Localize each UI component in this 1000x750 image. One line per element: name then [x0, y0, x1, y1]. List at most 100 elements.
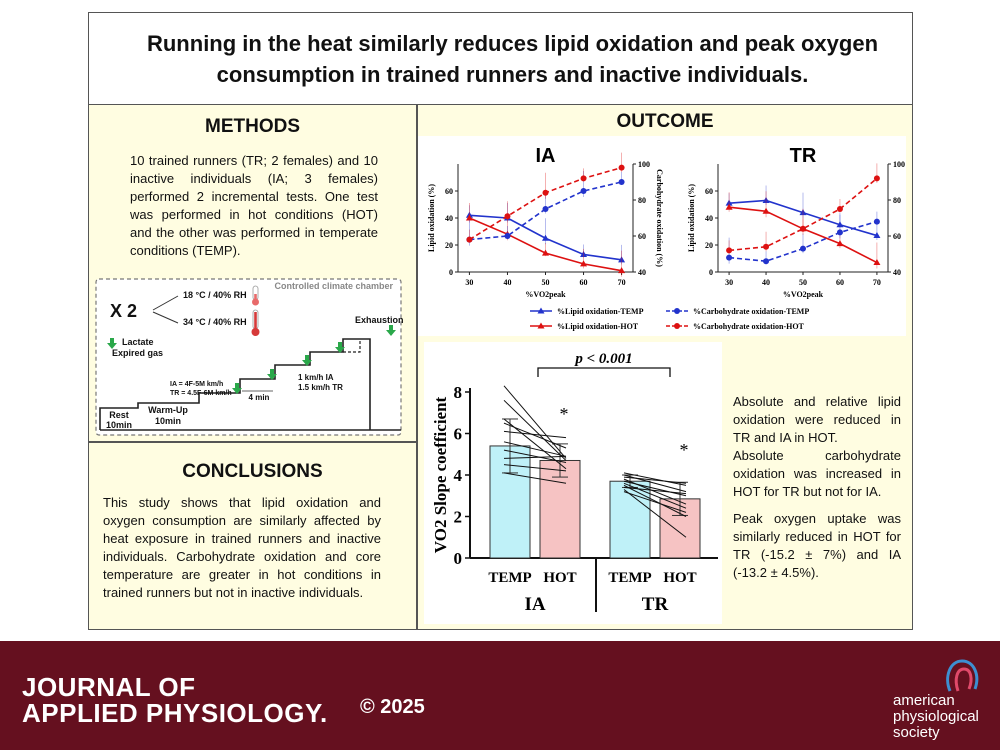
y-tick-label-right: 40 [893, 268, 901, 277]
data-point [618, 164, 625, 171]
paired-line [503, 472, 567, 484]
y-axis-label: VO2 Slope coefficient [431, 396, 450, 553]
data-point [763, 243, 770, 250]
paired-line [503, 430, 567, 439]
journal-line1: JOURNAL OF [22, 672, 196, 702]
conclusions-text: This study shows that lipid oxidation an… [103, 495, 381, 600]
group-label: IA [524, 594, 545, 615]
data-point [542, 206, 549, 212]
chart-title: TR [790, 145, 817, 167]
bar [609, 480, 651, 559]
rest-label: Rest [109, 410, 129, 420]
y-tick-label-right: 60 [638, 232, 646, 241]
data-point [542, 234, 549, 241]
data-point [726, 254, 733, 261]
outcome-text-vo2peak: Peak oxygen uptake was similarly reduced… [733, 511, 901, 580]
paired-line [623, 491, 687, 513]
society-line2: physiological [893, 708, 979, 725]
x-tick-label: 50 [799, 278, 807, 287]
y-tick-label: 4 [454, 466, 463, 485]
legend-item: %Lipid oxidation-HOT [530, 322, 639, 331]
y-tick-label: 20 [705, 241, 713, 250]
conclusions-heading: CONCLUSIONS [182, 461, 323, 482]
comparison-bracket [537, 367, 671, 377]
series-1 [465, 203, 626, 277]
outcome-text-lipid: Absolute and relative lipid oxidation we… [733, 394, 901, 445]
data-point [725, 203, 733, 210]
chart-title: IA [536, 145, 556, 167]
data-point [836, 229, 843, 236]
chamber-box [95, 278, 402, 436]
thermometer-hot-icon [251, 309, 260, 336]
outcome-heading: OUTCOME [616, 111, 714, 132]
step-time: 4 min [249, 393, 270, 402]
data-point [504, 213, 511, 220]
step-ia: 1 km/h IA [298, 373, 334, 382]
journal-line2: APPLIED PHYSIOLOGY. [22, 698, 328, 728]
x-tick-label: 70 [618, 278, 626, 287]
x-tick-label: 60 [836, 278, 844, 287]
legend-marker [537, 307, 545, 314]
paired-line [623, 480, 687, 497]
y-tick-label: 6 [454, 425, 463, 444]
legend-item: %Lipid oxidation-TEMP [530, 307, 644, 316]
y-tick-label-right: 40 [638, 268, 646, 277]
paired-line [503, 441, 567, 457]
paired-line [503, 449, 567, 464]
line-chart-ia: IA 0 20 40 60 40 60 80 100 30 40 50 60 70 %VO2peak Lipi… [427, 145, 664, 299]
down-arrow-icon [107, 338, 117, 349]
chamber-label: Controlled climate chamber [274, 281, 393, 291]
repeat-label: X 2 [110, 301, 137, 321]
x-tick-label: 70 [873, 278, 881, 287]
gas-label: Expired gas [112, 348, 163, 358]
society-name: american physiological society [893, 693, 979, 741]
line-charts: IA 0 20 40 60 40 60 80 100 30 40 50 60 70 %VO2peak Lipi… [427, 145, 905, 331]
horizontal-divider [88, 441, 417, 443]
x-tick-label: 40 [503, 278, 511, 287]
paired-line [503, 385, 567, 459]
data-point [580, 188, 587, 194]
x-tick-label: 60 [580, 278, 588, 287]
data-point [504, 233, 511, 239]
data-point [800, 245, 806, 252]
copyright: © 2025 [360, 696, 425, 718]
significance-marker-tr: * [680, 440, 689, 460]
warmup-time: 10min [155, 416, 181, 426]
data-point [618, 267, 626, 274]
data-point [873, 232, 881, 239]
data-point [542, 249, 549, 256]
footer-bar [0, 641, 1000, 750]
x-tick-label: 40 [762, 278, 770, 287]
data-point [465, 214, 473, 221]
outcome-text-carbohydrate: Absolute carbohydrate oxidation was incr… [733, 448, 901, 499]
data-point [542, 189, 549, 196]
step-tr: 1.5 km/h TR [298, 383, 343, 392]
y-tick-label: 0 [449, 268, 453, 277]
y-tick-label: 60 [445, 187, 453, 196]
legend-label: %Carbohydrate oxidation-HOT [693, 322, 805, 331]
protocol-diagram: Controlled climate chamber X 2 18 °C / 4… [95, 278, 404, 436]
hot-condition: 34 °C / 40% RH [183, 317, 247, 327]
legend-item: %Carbohydrate oxidation-TEMP [666, 307, 809, 316]
y-tick-label: 8 [454, 383, 463, 402]
legend-label: %Lipid oxidation-TEMP [557, 307, 644, 316]
lactate-label: Lactate [122, 337, 154, 347]
y-tick-label-right: 100 [638, 160, 650, 169]
legend-marker [674, 308, 680, 314]
data-point [618, 179, 625, 185]
data-point [762, 207, 770, 214]
exhaustion-label: Exhaustion [355, 315, 404, 325]
title-box: Running in the heat similarly reduces li… [88, 12, 913, 105]
category-label: HOT [543, 570, 576, 586]
warmup-label: Warm-Up [148, 405, 188, 415]
paper-title: Running in the heat similarly reduces li… [146, 30, 879, 87]
series-3 [726, 163, 880, 254]
data-point [763, 258, 770, 265]
y-tick-label: 60 [705, 187, 713, 196]
group-label: TR [642, 594, 669, 615]
y-tick-label-right: 100 [893, 160, 905, 169]
legend: %Lipid oxidation-TEMP %Lipid oxidation-HO… [530, 307, 809, 331]
